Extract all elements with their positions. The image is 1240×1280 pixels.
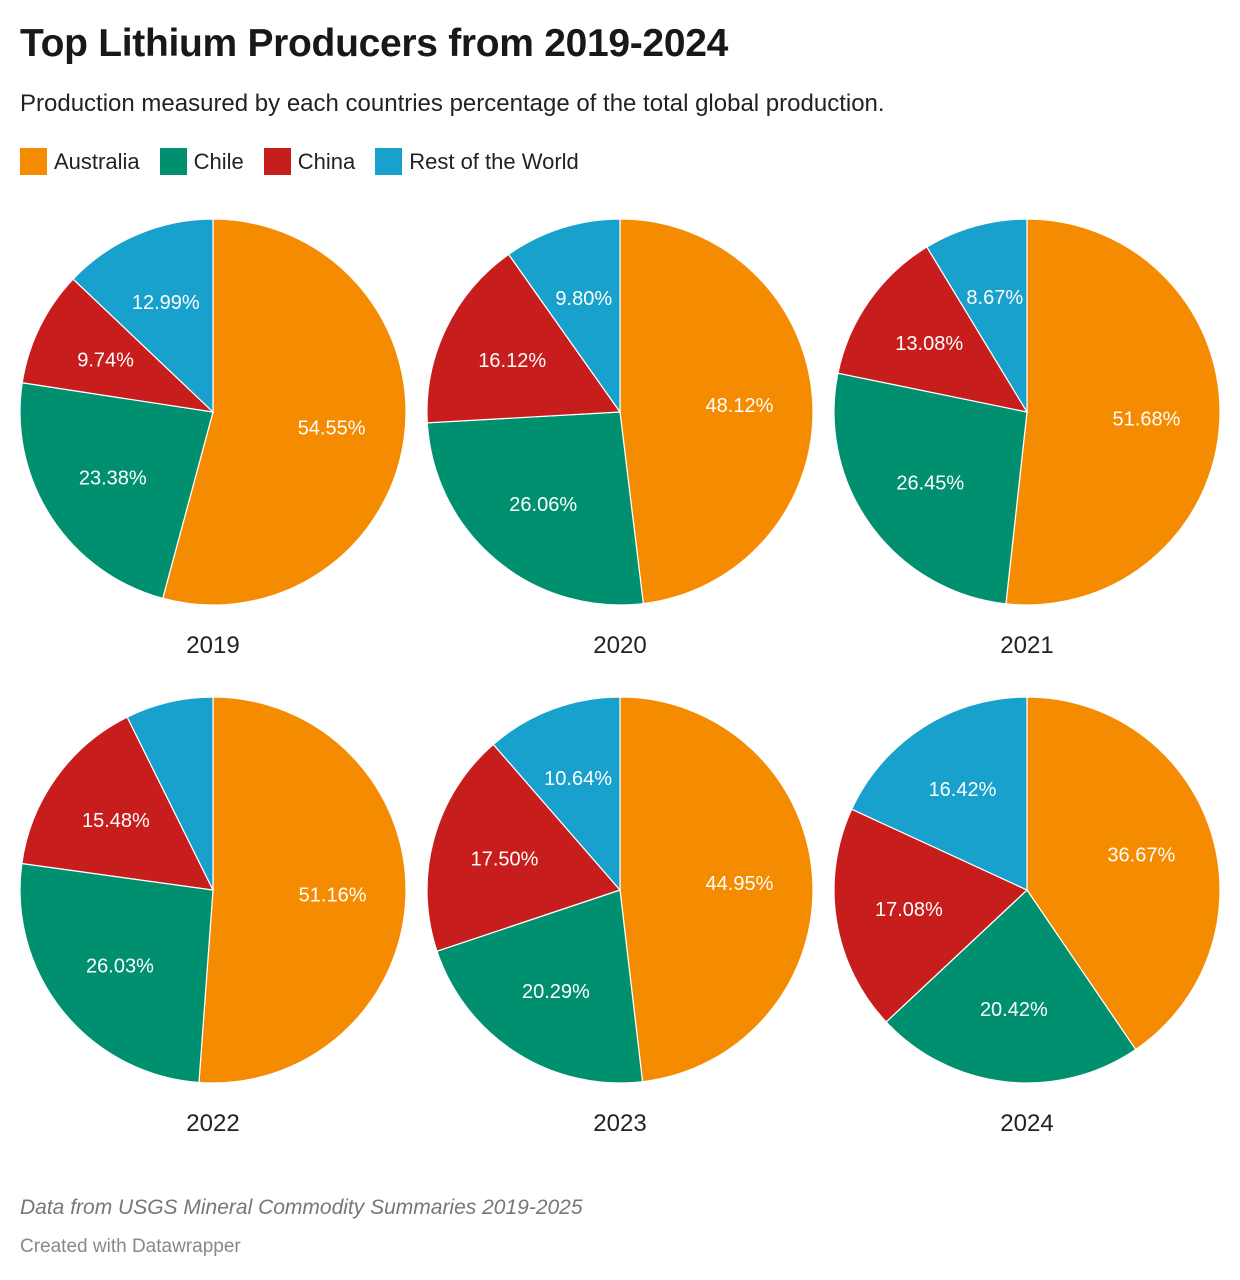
- slice-chile-2023: [436, 889, 644, 1084]
- data-label-china-2019: 9.74%: [77, 349, 134, 371]
- pie-2019: 54.55% 23.38% 9.74% 12.99% 2019: [13, 212, 413, 672]
- pie-year-label: 2023: [593, 1110, 647, 1137]
- legend-item-rest: Rest of the World: [375, 148, 579, 175]
- legend-label: Rest of the World: [409, 148, 579, 174]
- data-label-china-2022: 15.48%: [82, 810, 150, 832]
- slice-china-2022: [21, 716, 215, 891]
- pie-svg: 36.67% 20.42% 17.08% 16.42%: [833, 696, 1221, 1084]
- data-label-chile-2020: 26.06%: [509, 494, 577, 516]
- data-label-china-2020: 16.12%: [478, 350, 546, 372]
- legend-swatch: [375, 148, 403, 175]
- data-label-rest-2021: 8.67%: [966, 287, 1023, 309]
- legend: Australia Chile China Rest of the World: [20, 148, 579, 175]
- pie-year-label: 2022: [186, 1110, 240, 1137]
- legend-swatch: [159, 148, 187, 175]
- slice-rest-2020: [507, 218, 621, 414]
- data-label-rest-2024: 16.42%: [929, 779, 997, 801]
- slice-china-2023: [426, 743, 622, 952]
- data-label-rest-2019: 12.99%: [132, 292, 200, 314]
- legend-item-australia: Australia: [20, 148, 140, 175]
- data-label-australia-2022: 51.16%: [299, 884, 367, 906]
- slice-rest-2021: [926, 218, 1028, 415]
- legend-swatch: [263, 148, 291, 175]
- pie-svg: 51.68% 26.45% 13.08% 8.67%: [833, 218, 1221, 606]
- data-label-chile-2021: 26.45%: [896, 472, 964, 494]
- slice-australia-2021: [1005, 218, 1221, 606]
- legend-label: China: [297, 148, 356, 174]
- slice-australia-2024: [1026, 696, 1221, 1051]
- legend-swatch: [20, 148, 47, 175]
- slice-chile-2022: [19, 862, 214, 1084]
- pie-svg: 51.16% 26.03% 15.48%: [19, 696, 407, 1084]
- slice-rest-2023: [492, 696, 621, 892]
- data-label-australia-2019: 54.55%: [298, 418, 366, 440]
- credit: Created with Datawrapper: [20, 1236, 241, 1257]
- pie-svg: 48.12% 26.06% 16.12% 9.80%: [426, 218, 814, 606]
- data-label-china-2023: 17.50%: [471, 849, 539, 871]
- slice-china-2019: [21, 278, 215, 413]
- slice-chile-2019: [19, 382, 214, 600]
- data-label-rest-2020: 9.80%: [555, 288, 612, 310]
- data-label-australia-2023: 44.95%: [706, 873, 774, 895]
- data-label-china-2021: 13.08%: [895, 333, 963, 355]
- data-label-australia-2020: 48.12%: [706, 395, 774, 417]
- pie-2024: 36.67% 20.42% 17.08% 16.42% 2024: [827, 690, 1227, 1150]
- slice-rest-2022: [126, 696, 214, 891]
- slice-australia-2019: [162, 218, 407, 606]
- source-note: Data from USGS Mineral Commodity Summari…: [20, 1196, 583, 1219]
- chart-subtitle: Production measured by each countries pe…: [20, 90, 885, 117]
- legend-item-china: China: [263, 148, 356, 175]
- legend-label: Australia: [54, 148, 140, 174]
- pie-2023: 44.95% 20.29% 17.50% 10.64% 2023: [420, 690, 820, 1150]
- pie-svg: 54.55% 23.38% 9.74% 12.99%: [19, 218, 407, 606]
- data-label-chile-2024: 20.42%: [980, 999, 1048, 1021]
- pie-svg: 44.95% 20.29% 17.50% 10.64%: [426, 696, 814, 1084]
- slice-chile-2020: [426, 411, 644, 606]
- slice-australia-2023: [619, 696, 814, 1083]
- pie-year-label: 2019: [186, 632, 240, 659]
- slice-china-2021: [837, 246, 1029, 413]
- pie-2020: 48.12% 26.06% 16.12% 9.80% 2020: [420, 212, 820, 672]
- pie-year-label: 2020: [593, 632, 647, 659]
- data-label-chile-2019: 23.38%: [79, 467, 147, 489]
- slice-australia-2022: [198, 696, 407, 1084]
- slice-rest-2024: [850, 696, 1028, 891]
- pie-year-label: 2021: [1000, 632, 1054, 659]
- data-label-rest-2023: 10.64%: [544, 768, 612, 790]
- data-label-australia-2021: 51.68%: [1113, 409, 1181, 431]
- legend-item-chile: Chile: [159, 148, 244, 175]
- slice-china-2020: [426, 253, 622, 424]
- legend-label: Chile: [193, 148, 244, 174]
- pie-2022: 51.16% 26.03% 15.48% 2022: [13, 690, 413, 1150]
- slice-china-2024: [833, 808, 1029, 1023]
- slice-rest-2019: [72, 218, 214, 414]
- data-label-chile-2022: 26.03%: [86, 955, 154, 977]
- pie-2021: 51.68% 26.45% 13.08% 8.67% 2021: [827, 212, 1227, 672]
- slice-chile-2024: [885, 889, 1137, 1084]
- slice-chile-2021: [833, 372, 1028, 605]
- data-label-china-2024: 17.08%: [875, 899, 943, 921]
- chart-title: Top Lithium Producers from 2019-2024: [20, 22, 728, 65]
- pie-year-label: 2024: [1000, 1110, 1054, 1137]
- data-label-chile-2023: 20.29%: [522, 981, 590, 1003]
- slice-australia-2020: [619, 218, 814, 605]
- data-label-australia-2024: 36.67%: [1107, 845, 1175, 867]
